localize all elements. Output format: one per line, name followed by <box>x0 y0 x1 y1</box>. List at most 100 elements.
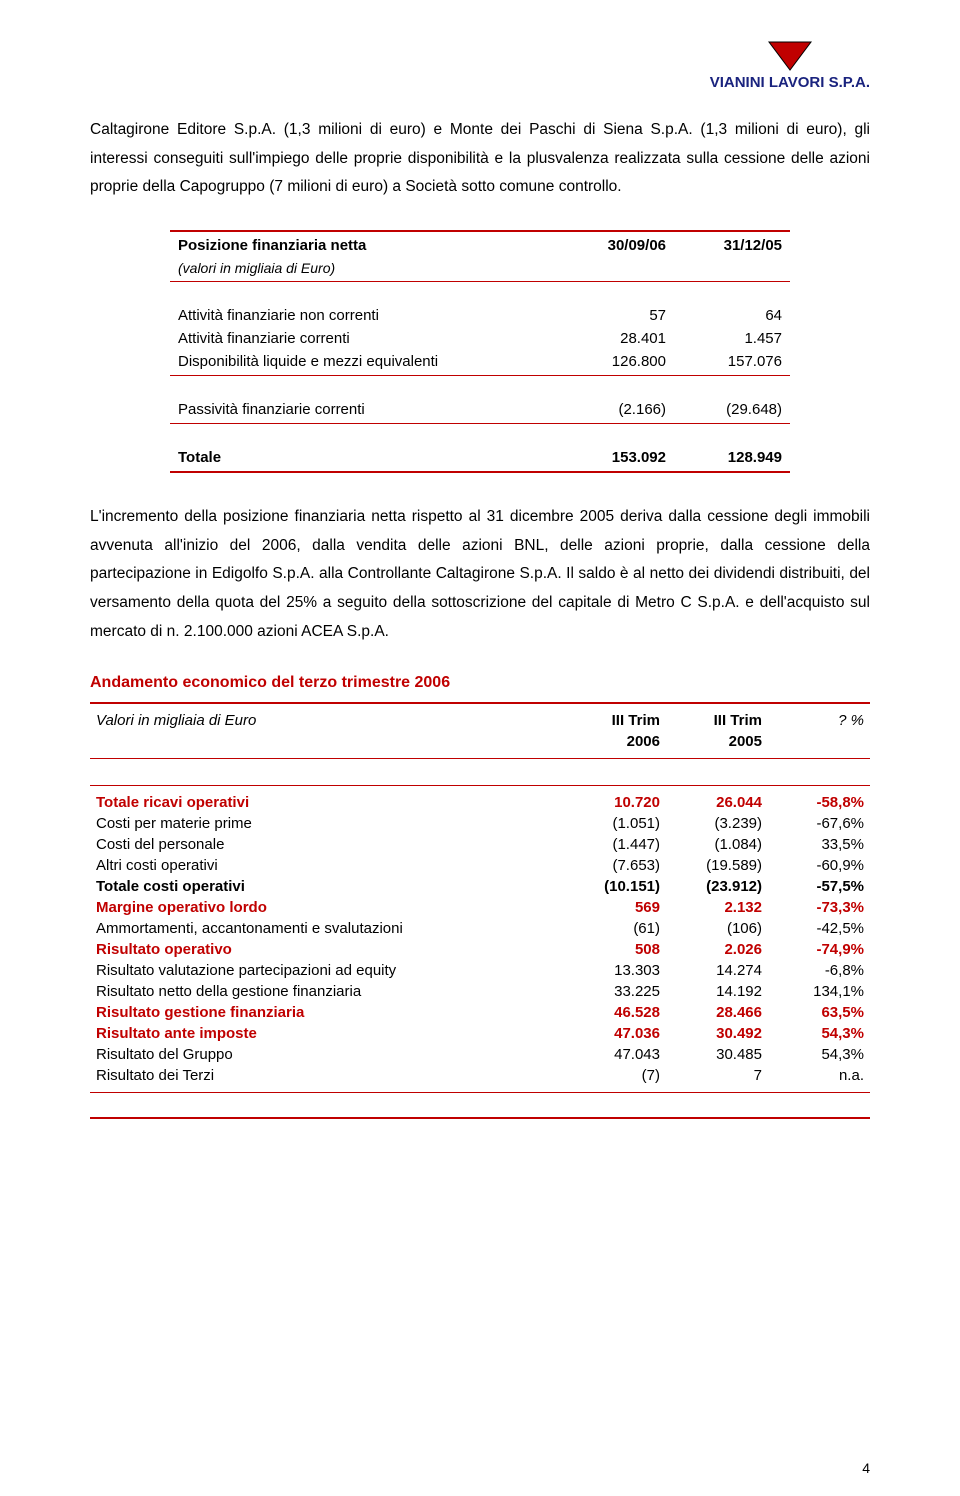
row-pct: -42,5% <box>768 918 870 939</box>
row-value: 13.303 <box>564 960 666 981</box>
row-value: 126.800 <box>558 350 674 373</box>
row-value: (61) <box>564 918 666 939</box>
row-pct: 33,5% <box>768 834 870 855</box>
table-row: Costi del personale(1.447)(1.084)33,5% <box>90 834 870 855</box>
row-value: (1.051) <box>564 813 666 834</box>
col-header: 30/09/06 <box>558 234 674 257</box>
company-name: VIANINI LAVORI S.P.A. <box>710 74 870 91</box>
company-logo: VIANINI LAVORI S.P.A. <box>710 40 870 91</box>
row-value: 569 <box>564 897 666 918</box>
divider <box>170 471 790 473</box>
row-value: 7 <box>666 1065 768 1086</box>
table-row: Margine operativo lordo5692.132-73,3% <box>90 897 870 918</box>
row-label: Margine operativo lordo <box>90 897 564 918</box>
table-row: Risultato del Gruppo47.04330.48554,3% <box>90 1044 870 1065</box>
row-value: 57 <box>558 304 674 327</box>
row-pct: n.a. <box>768 1065 870 1086</box>
table-row: Ammortamenti, accantonamenti e svalutazi… <box>90 918 870 939</box>
row-value: (29.648) <box>674 398 790 421</box>
intro-paragraph-1: Caltagirone Editore S.p.A. (1,3 milioni … <box>90 116 870 202</box>
row-value: (19.589) <box>666 855 768 876</box>
col-header: ? % <box>768 710 870 731</box>
row-pct: -6,8% <box>768 960 870 981</box>
table-row: Totale ricavi operativi10.72026.044-58,8… <box>90 792 870 813</box>
row-value: 157.076 <box>674 350 790 373</box>
table-row: Altri costi operativi(7.653)(19.589)-60,… <box>90 855 870 876</box>
table-row: Totale costi operativi(10.151)(23.912)-5… <box>90 876 870 897</box>
table1-title: Posizione finanziaria netta <box>170 234 558 257</box>
row-pct: -74,9% <box>768 939 870 960</box>
row-value: (7.653) <box>564 855 666 876</box>
row-value: 2.026 <box>666 939 768 960</box>
income-rows: Totale ricavi operativi10.72026.044-58,8… <box>90 792 870 1086</box>
row-label: Risultato gestione finanziaria <box>90 1002 564 1023</box>
row-label: Attività finanziarie non correnti <box>170 304 558 327</box>
table-row: Risultato dei Terzi(7)7n.a. <box>90 1065 870 1086</box>
table-row: Risultato operativo5082.026-74,9% <box>90 939 870 960</box>
row-pct: -67,6% <box>768 813 870 834</box>
row-label: Risultato netto della gestione finanziar… <box>90 981 564 1002</box>
divider <box>90 785 870 786</box>
col-header: III Trim <box>666 710 768 731</box>
row-pct: 54,3% <box>768 1023 870 1044</box>
row-label: Risultato valutazione partecipazioni ad … <box>90 960 564 981</box>
row-label: Altri costi operativi <box>90 855 564 876</box>
page-header: VIANINI LAVORI S.P.A. <box>90 40 870 91</box>
divider <box>90 702 870 704</box>
row-pct: 63,5% <box>768 1002 870 1023</box>
row-value: (106) <box>666 918 768 939</box>
row-value: 128.949 <box>674 446 790 469</box>
table-row: Attività finanziarie non correnti 57 64 <box>170 304 790 327</box>
row-pct: 54,3% <box>768 1044 870 1065</box>
table-row: Disponibilità liquide e mezzi equivalent… <box>170 350 790 373</box>
row-value: (3.239) <box>666 813 768 834</box>
divider <box>90 758 870 759</box>
row-value: 64 <box>674 304 790 327</box>
table-row: Risultato ante imposte47.03630.49254,3% <box>90 1023 870 1044</box>
divider <box>90 1117 870 1119</box>
net-financial-position-table: Posizione finanziaria netta 30/09/06 31/… <box>170 230 790 473</box>
row-value: 46.528 <box>564 1002 666 1023</box>
table-row: Passività finanziarie correnti (2.166) (… <box>170 398 790 421</box>
row-label: Risultato ante imposte <box>90 1023 564 1044</box>
table-row: Attività finanziarie correnti 28.401 1.4… <box>170 327 790 350</box>
row-label: Costi per materie prime <box>90 813 564 834</box>
row-value: 30.492 <box>666 1023 768 1044</box>
row-label: Totale costi operativi <box>90 876 564 897</box>
row-label: Totale ricavi operativi <box>90 792 564 813</box>
row-value: 28.466 <box>666 1002 768 1023</box>
divider <box>170 423 790 424</box>
row-label: Risultato del Gruppo <box>90 1044 564 1065</box>
row-value: 30.485 <box>666 1044 768 1065</box>
table-row: Risultato gestione finanziaria46.52828.4… <box>90 1002 870 1023</box>
divider <box>170 281 790 282</box>
row-label: Disponibilità liquide e mezzi equivalent… <box>170 350 558 373</box>
row-value: (10.151) <box>564 876 666 897</box>
row-value: 10.720 <box>564 792 666 813</box>
row-value: 508 <box>564 939 666 960</box>
row-value: 2.132 <box>666 897 768 918</box>
row-value: 153.092 <box>558 446 674 469</box>
col-header: III Trim <box>564 710 666 731</box>
row-value: 1.457 <box>674 327 790 350</box>
row-value: 14.274 <box>666 960 768 981</box>
row-label: Risultato operativo <box>90 939 564 960</box>
intro-paragraph-2: L'incremento della posizione finanziaria… <box>90 503 870 646</box>
row-value: (7) <box>564 1065 666 1086</box>
row-label: Risultato dei Terzi <box>90 1065 564 1086</box>
row-value: 26.044 <box>666 792 768 813</box>
divider <box>170 230 790 232</box>
row-value: (1.447) <box>564 834 666 855</box>
section-title: Andamento economico del terzo trimestre … <box>90 674 870 692</box>
row-value: 33.225 <box>564 981 666 1002</box>
row-pct: -73,3% <box>768 897 870 918</box>
row-pct: -58,8% <box>768 792 870 813</box>
row-pct: 134,1% <box>768 981 870 1002</box>
table-row: Costi per materie prime(1.051)(3.239)-67… <box>90 813 870 834</box>
col-header: Valori in migliaia di Euro <box>90 710 564 731</box>
col-header: 31/12/05 <box>674 234 790 257</box>
row-value: (23.912) <box>666 876 768 897</box>
row-value: 28.401 <box>558 327 674 350</box>
table-row: Risultato netto della gestione finanziar… <box>90 981 870 1002</box>
row-label: Totale <box>170 446 558 469</box>
